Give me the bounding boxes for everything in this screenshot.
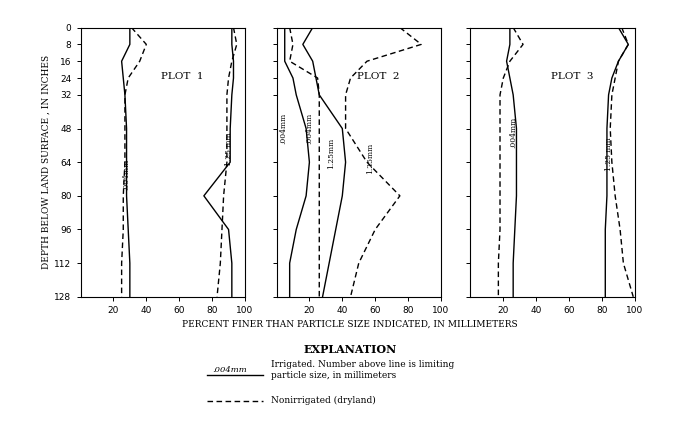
Text: .004mm: .004mm <box>509 117 517 148</box>
Text: 1.25 mm: 1.25 mm <box>225 133 232 166</box>
Text: PERCENT FINER THAN PARTICLE SIZE INDICATED, IN MILLIMETERS: PERCENT FINER THAN PARTICLE SIZE INDICAT… <box>182 320 518 329</box>
Text: PLOT  3: PLOT 3 <box>551 72 594 81</box>
Text: .004mm: .004mm <box>305 113 314 144</box>
Text: .004mm: .004mm <box>122 159 131 190</box>
Text: EXPLANATION: EXPLANATION <box>303 344 397 355</box>
Text: Irrigated. Number above line is limiting
particle size, in millimeters: Irrigated. Number above line is limiting… <box>271 360 454 380</box>
Text: Nonirrigated (dryland): Nonirrigated (dryland) <box>271 396 376 405</box>
Text: 1.25mm: 1.25mm <box>327 138 335 170</box>
Text: PLOT  1: PLOT 1 <box>161 72 204 81</box>
Y-axis label: DEPTH BELOW LAND SURFACE , IN INCHES: DEPTH BELOW LAND SURFACE , IN INCHES <box>41 55 50 269</box>
Text: .004mm: .004mm <box>212 366 247 374</box>
Text: 1.25 mm: 1.25 mm <box>605 137 612 170</box>
Text: .004mm: .004mm <box>279 113 287 144</box>
Text: PLOT  2: PLOT 2 <box>357 72 400 81</box>
Text: 1.25mm: 1.25mm <box>366 142 375 173</box>
